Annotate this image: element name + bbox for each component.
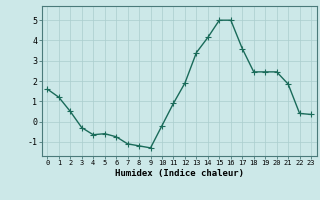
X-axis label: Humidex (Indice chaleur): Humidex (Indice chaleur) <box>115 169 244 178</box>
